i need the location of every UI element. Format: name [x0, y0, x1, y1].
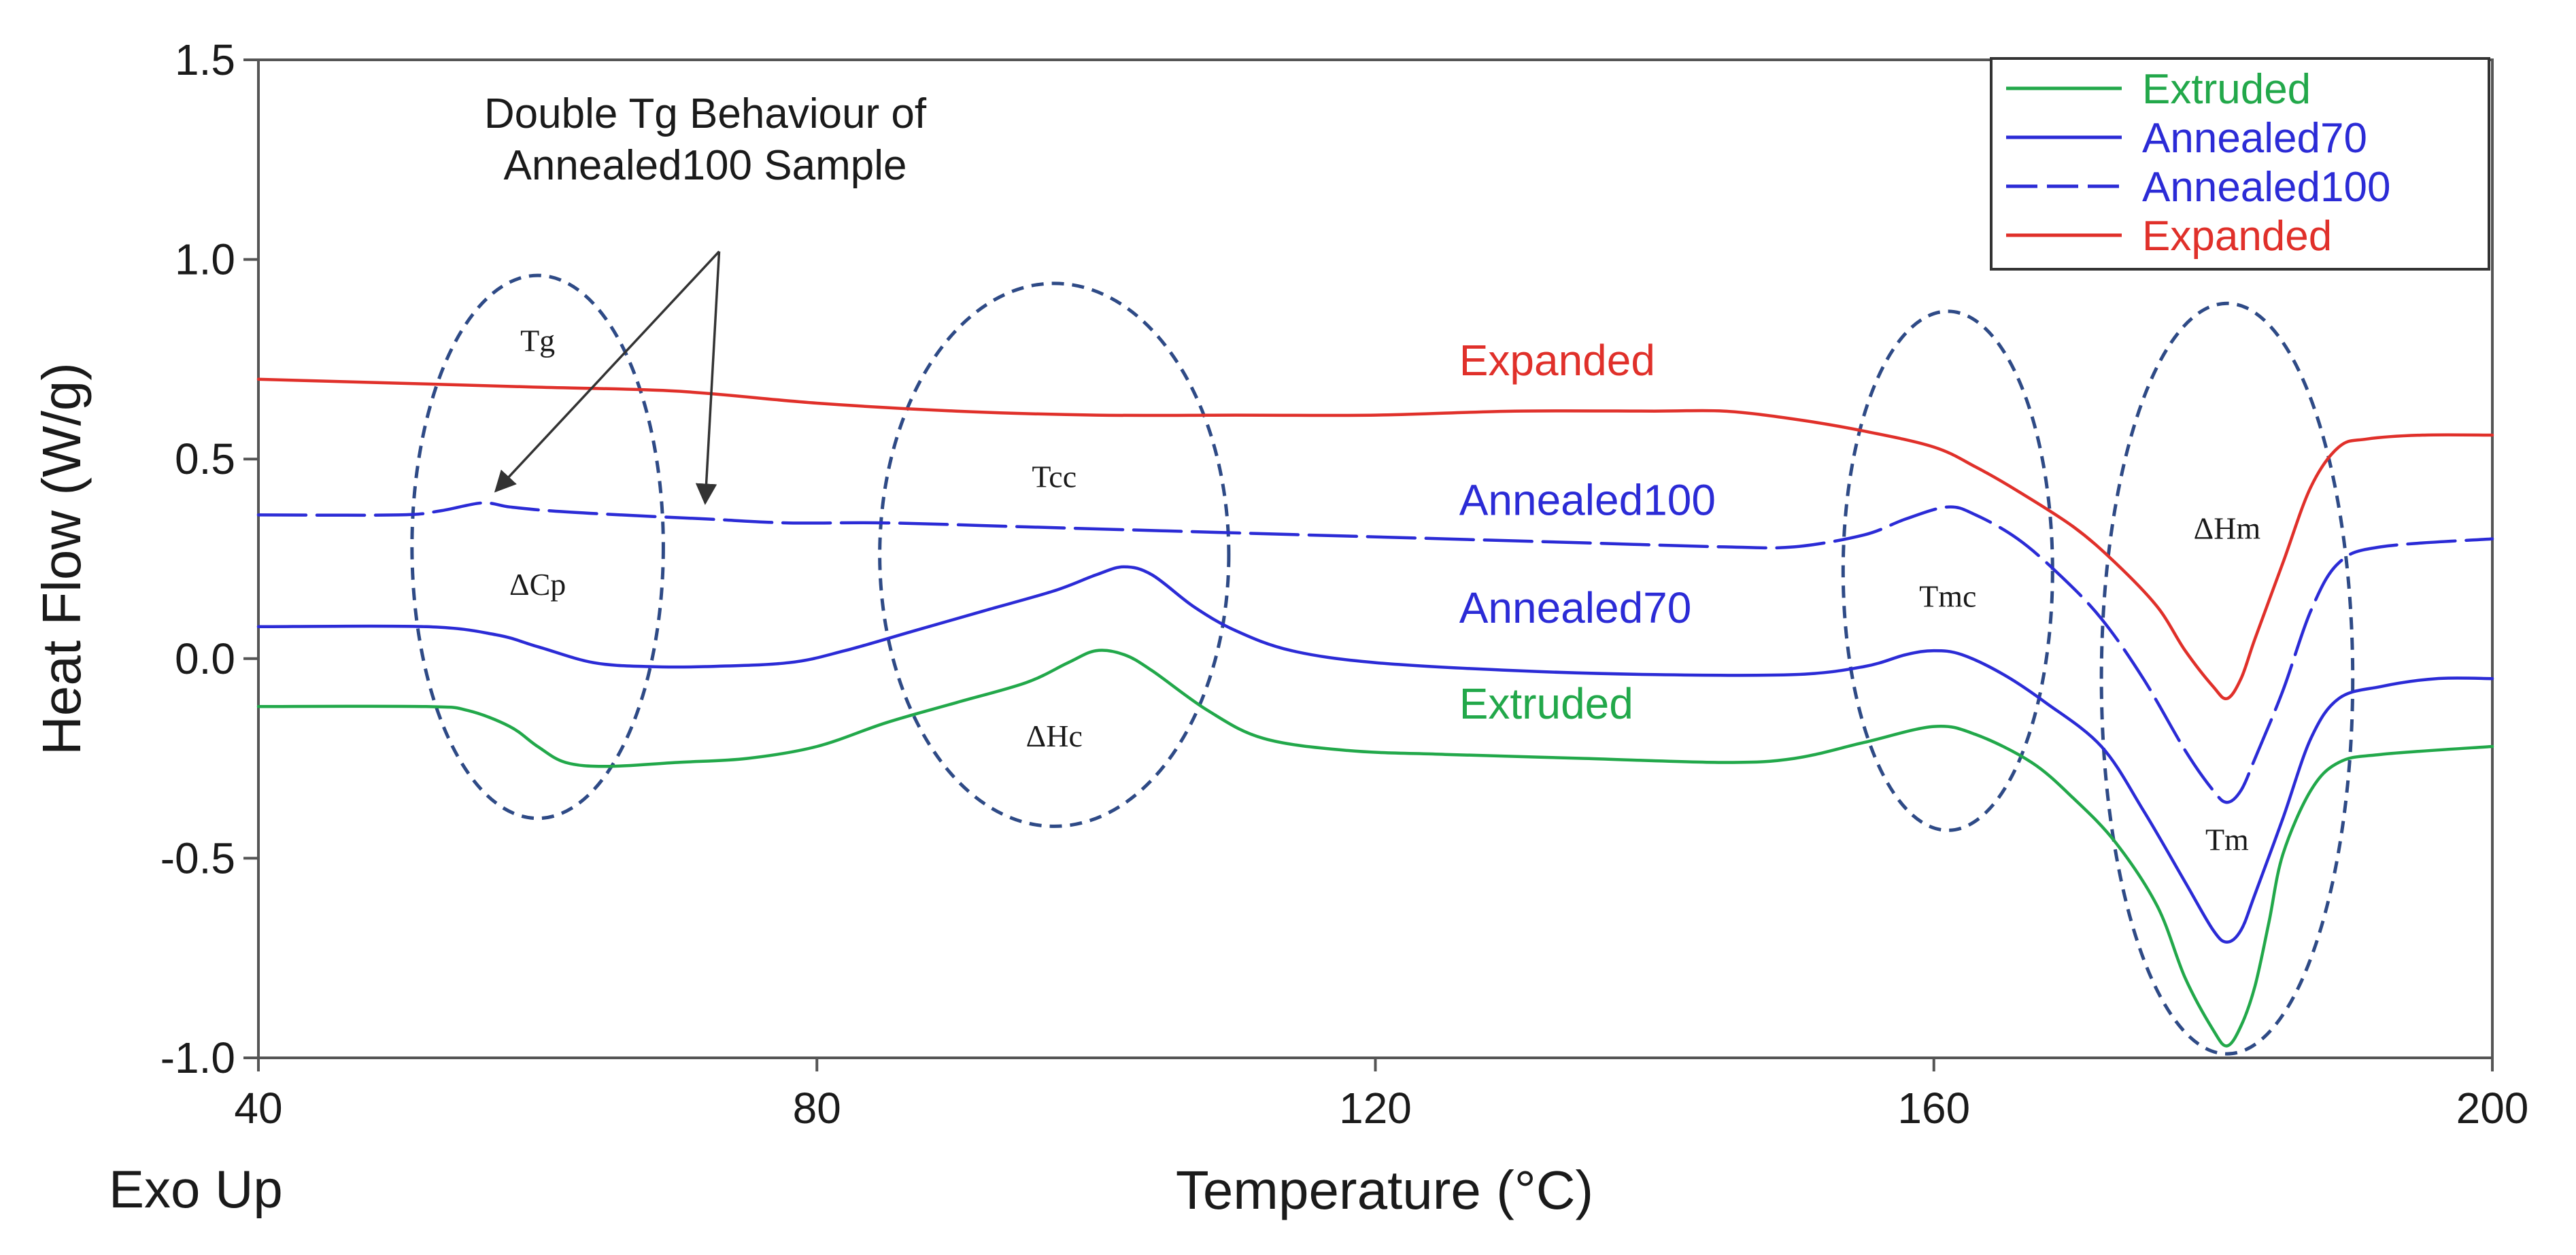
annealed70-curve — [256, 565, 2494, 944]
x-axis-title: Temperature (°C) — [1176, 1160, 1593, 1220]
expanded-legend-label: Expanded — [2142, 213, 2332, 260]
tg-region-label: Tg — [520, 324, 555, 358]
annotation-line: Annealed100 Sample — [504, 142, 907, 189]
y-tick-label: 0.0 — [175, 634, 235, 683]
tm-region-ellipse — [2099, 301, 2355, 1056]
tm-region-label: ΔHm — [2194, 511, 2261, 546]
expanded-curve — [256, 377, 2494, 701]
annealed100-legend-label: Annealed100 — [2142, 164, 2390, 211]
y-axis: 1.5 1.0 0.5 0.0 -0.5 -1.0 — [160, 35, 258, 1082]
extruded-curve — [256, 649, 2494, 1048]
annotation-arrow — [494, 250, 720, 493]
series-curves — [256, 377, 2494, 1048]
x-tick-label: 80 — [793, 1084, 841, 1133]
annealed70-legend-label: Annealed70 — [2142, 115, 2367, 162]
y-axis-title: Heat Flow (W/g) — [31, 362, 92, 755]
y-tick-label: 0.5 — [175, 434, 235, 483]
annealed100-inline-label: Annealed100 — [1459, 475, 1716, 524]
x-tick-label: 120 — [1339, 1084, 1412, 1133]
tmc-region-label: Tmc — [1919, 579, 1976, 613]
tcc-region-ellipse — [878, 281, 1231, 828]
x-tick-label: 200 — [2456, 1084, 2529, 1133]
tm-region-label: Tm — [2205, 823, 2249, 857]
annotation-line: Double Tg Behaviour of — [484, 90, 927, 137]
extruded-inline-label: Extruded — [1459, 679, 1633, 728]
region-ellipses: Tg ΔCp Tcc ΔHc Tmc ΔHm Tm — [410, 273, 2355, 1056]
x-tick-label: 40 — [234, 1084, 282, 1133]
double-tg-annotation: Double Tg Behaviour of Annealed100 Sample — [484, 90, 927, 505]
expanded-inline-label: Expanded — [1459, 336, 1655, 385]
x-tick-label: 160 — [1897, 1084, 1970, 1133]
tcc-region-label: ΔHc — [1026, 719, 1083, 753]
annotation-arrow — [695, 251, 721, 505]
y-tick-label: -0.5 — [160, 833, 235, 882]
extruded-legend-label: Extruded — [2142, 66, 2311, 113]
y-tick-label: 1.0 — [175, 235, 235, 284]
tg-region-label: ΔCp — [509, 567, 566, 602]
y-tick-label: -1.0 — [160, 1033, 235, 1082]
tg-region-ellipse — [410, 273, 665, 821]
tcc-region-label: Tcc — [1032, 459, 1077, 494]
series-inline-labels: Extruded Annealed70 Annealed100 Expanded — [1459, 336, 1716, 728]
tmc-region-ellipse — [1841, 309, 2054, 832]
annealed70-inline-label: Annealed70 — [1459, 583, 1692, 632]
y-tick-label: 1.5 — [175, 35, 235, 84]
x-axis: 40 80 120 160 200 — [234, 1058, 2528, 1133]
annealed100-curve — [256, 501, 2494, 804]
exo-up-note: Exo Up — [109, 1159, 283, 1219]
